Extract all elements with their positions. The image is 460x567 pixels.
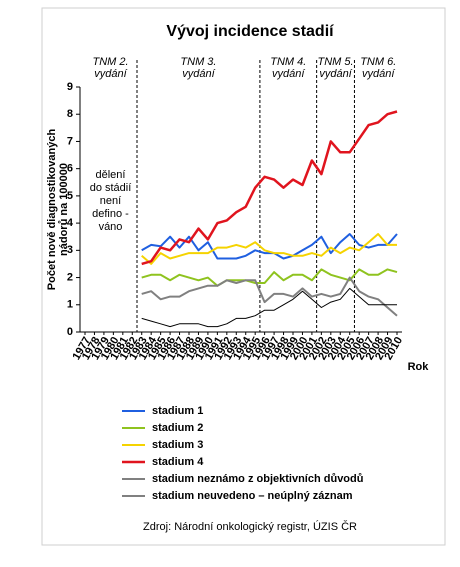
series-line [141,233,398,260]
x-axis-label: Rok [408,361,430,373]
edition-label: vydání [182,68,215,80]
edition-label: vydání [94,68,127,80]
y-tick-label: 6 [67,163,73,175]
edition-label: TNM 4. [270,56,306,68]
y-axis-label: nádorů na 100000 [58,163,70,256]
note: defino - [92,208,129,220]
edition-label: vydání [319,68,352,80]
y-tick-label: 7 [67,135,73,147]
edition-label: vydání [362,68,395,80]
y-tick-label: 5 [67,190,73,202]
edition-label: TNM 5. [318,56,354,68]
y-tick-label: 4 [67,217,74,229]
source: Zdroj: Národní onkologický registr, ÚZIS… [143,520,357,533]
series-line [141,287,397,328]
legend-label: stadium 2 [152,422,203,434]
series-line [141,233,397,265]
edition-label: TNM 3. [180,56,216,68]
y-axis-label: Počet nově diagnostikovaných [46,129,58,291]
note: váno [99,221,123,233]
series-line [141,110,398,266]
series-line [141,268,398,287]
note: do stádií [90,182,132,194]
y-tick-label: 1 [67,299,73,311]
edition-label: vydání [272,68,305,80]
series-line [141,276,398,317]
legend-label: stadium 3 [152,439,203,451]
note: není [100,195,121,207]
y-tick-label: 3 [67,244,73,256]
edition-label: TNM 2. [92,56,128,68]
y-tick-label: 8 [67,108,73,120]
note: dělení [96,169,126,181]
y-tick-label: 0 [67,326,73,338]
legend-label: stadium neuvedeno – neúplný záznam [152,490,353,502]
chart-title: Vývoj incidence stadií [166,23,334,40]
legend-label: stadium 4 [152,456,204,468]
y-tick-label: 2 [67,271,73,283]
edition-label: TNM 6. [360,56,396,68]
legend-label: stadium 1 [152,405,203,417]
frame [41,7,446,546]
legend-label: stadium neznámo z objektivních důvodů [152,473,363,485]
y-tick-label: 9 [67,81,73,93]
